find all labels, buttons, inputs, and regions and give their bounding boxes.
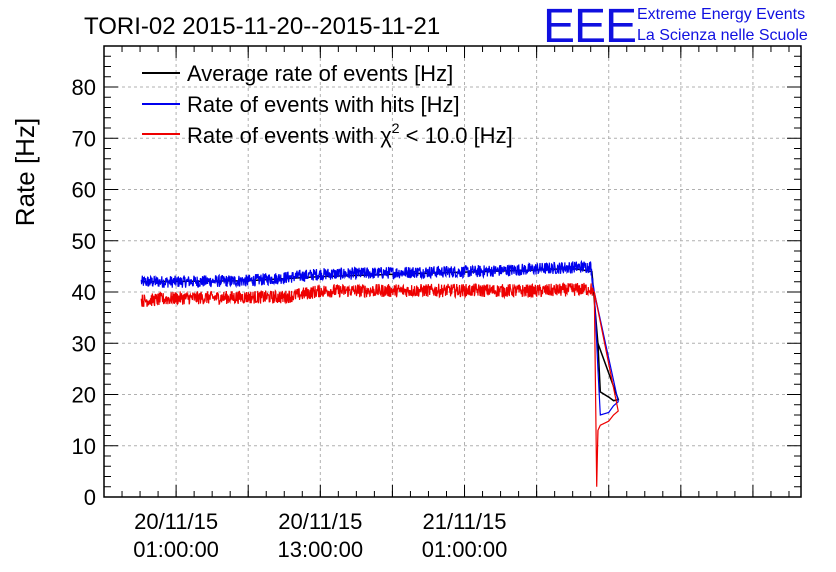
x-tick-time: 01:00:00 [133, 537, 219, 562]
y-tick-label: 60 [72, 178, 96, 203]
grid-lines [103, 46, 801, 497]
series-group [140, 259, 620, 487]
y-tick-label: 30 [72, 331, 96, 356]
y-tick-label: 80 [72, 75, 96, 100]
legend-label-hits: Rate of events with hits [Hz] [187, 92, 460, 117]
axes [103, 45, 802, 498]
series-line-1 [140, 259, 619, 416]
y-tick-label: 70 [72, 126, 96, 151]
legend-chi2-sup: 2 [392, 120, 400, 136]
y-tick-label: 20 [72, 383, 96, 408]
logo-line-1: Extreme Energy Events [637, 6, 805, 23]
x-tick-date: 21/11/15 [423, 509, 507, 534]
chart-title: TORI-02 2015-11-20--2015-11-21 [84, 13, 440, 40]
x-tick-time: 13:00:00 [277, 537, 363, 562]
y-tick-label: 10 [72, 434, 96, 459]
eee-logo: EEE Extreme Energy Events La Scienza nel… [543, 0, 808, 53]
plot-frame [103, 45, 802, 498]
x-tick-time: 01:00:00 [422, 537, 508, 562]
legend: Average rate of events [Hz] Rate of even… [142, 61, 513, 148]
y-tick-label: 40 [72, 280, 96, 305]
x-tick-date: 20/11/15 [278, 509, 362, 534]
series-line-2 [140, 282, 619, 487]
x-tick-date: 20/11/15 [134, 509, 218, 534]
y-tick-label: 50 [72, 229, 96, 254]
legend-chi2-rest: < 10.0 [Hz] [400, 123, 513, 148]
legend-chi2-main: Rate of events with χ [187, 123, 392, 148]
y-tick-label: 0 [84, 485, 96, 510]
y-axis-label: Rate [Hz] [10, 118, 40, 226]
legend-label-average: Average rate of events [Hz] [187, 61, 453, 86]
logo-line-2: La Scienza nelle Scuole [637, 27, 808, 44]
tick-labels: 0 10 20 30 40 50 60 70 80 20/11/15 01:00:00 20/11/1… [72, 75, 508, 562]
legend-label-chi2: Rate of events with χ2 < 10.0 [Hz] [187, 120, 513, 148]
logo-mark: EEE [543, 0, 636, 53]
